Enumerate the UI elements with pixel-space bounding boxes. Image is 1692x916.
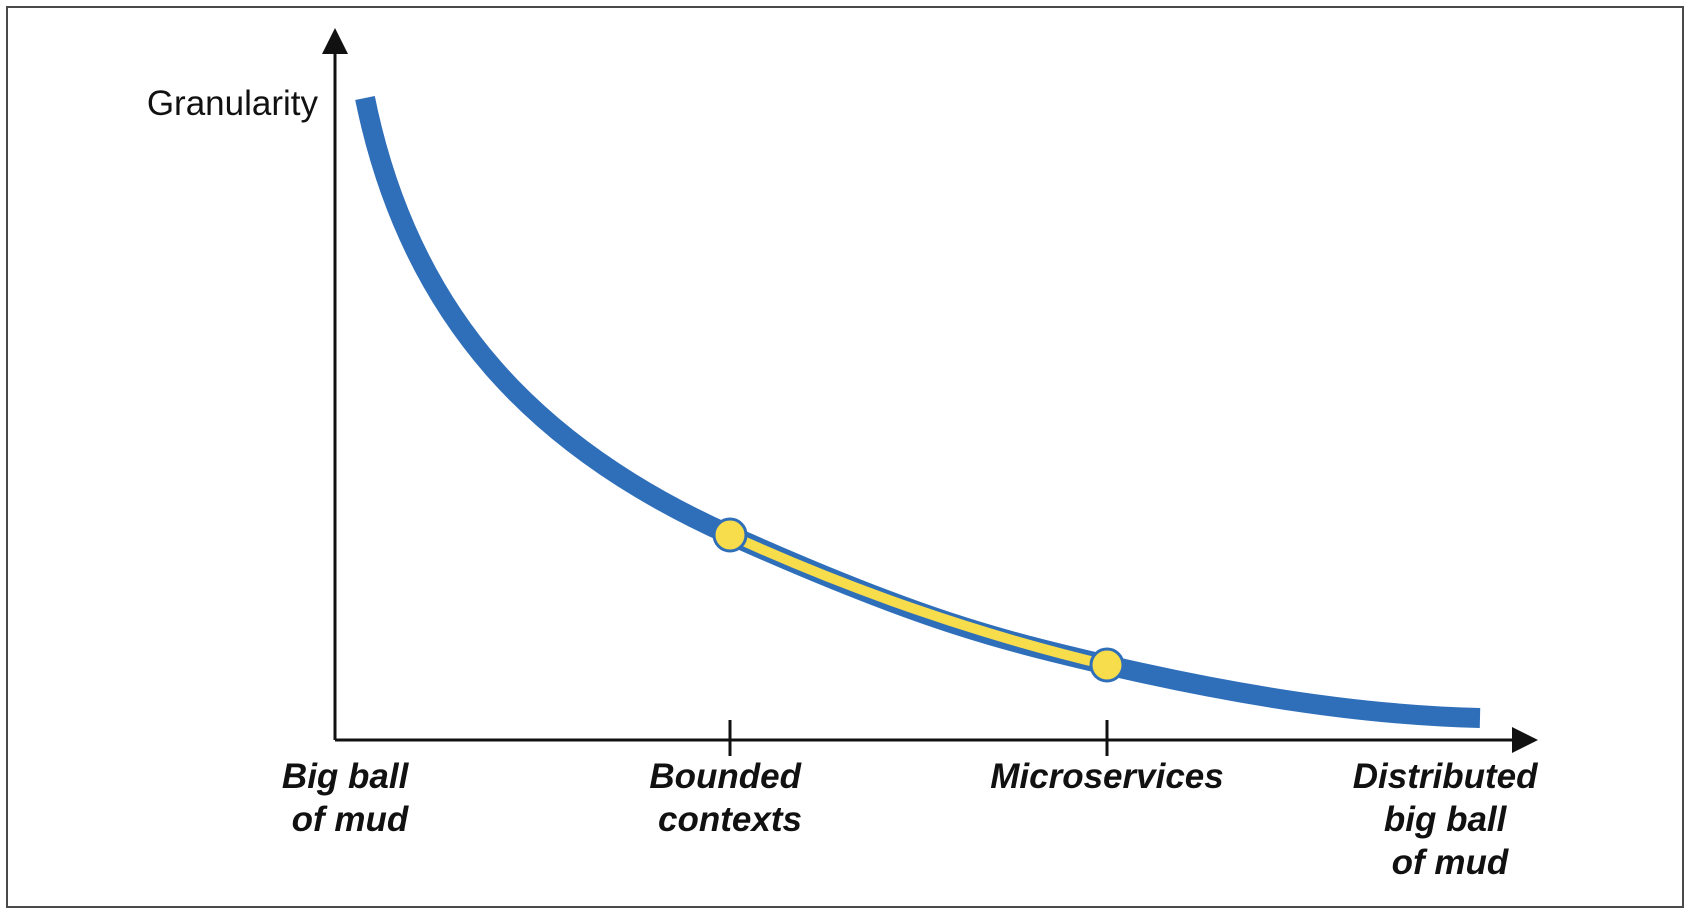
x-label-line: big ball (1384, 800, 1508, 839)
x-label-line: Distributed (1353, 757, 1538, 796)
x-label-line: Microservices (990, 757, 1223, 796)
marker-microservices (1089, 647, 1125, 683)
marker-bounded-contexts (712, 517, 748, 553)
highlight-segment (725, 530, 1112, 670)
y-axis-arrowhead (322, 28, 348, 54)
x-label-line: of mud (292, 800, 409, 839)
x-label-line: of mud (1392, 843, 1509, 882)
figure-frame (6, 6, 1684, 908)
granularity-curve (355, 96, 1481, 728)
x-label-big-ball-of-mud: Big ball of mud (282, 757, 418, 839)
x-axis-arrowhead (1512, 727, 1538, 753)
x-label-microservices: Microservices (990, 757, 1223, 796)
x-label-distributed-big-ball-of-mud: Distributed big ball of mud (1353, 757, 1547, 882)
x-label-line: Big ball (282, 757, 410, 796)
x-label-line: contexts (658, 800, 802, 839)
y-axis-label: Granularity (147, 84, 319, 123)
x-label-line: Bounded (649, 757, 801, 796)
x-label-bounded-contexts: Bounded contexts (649, 757, 810, 839)
